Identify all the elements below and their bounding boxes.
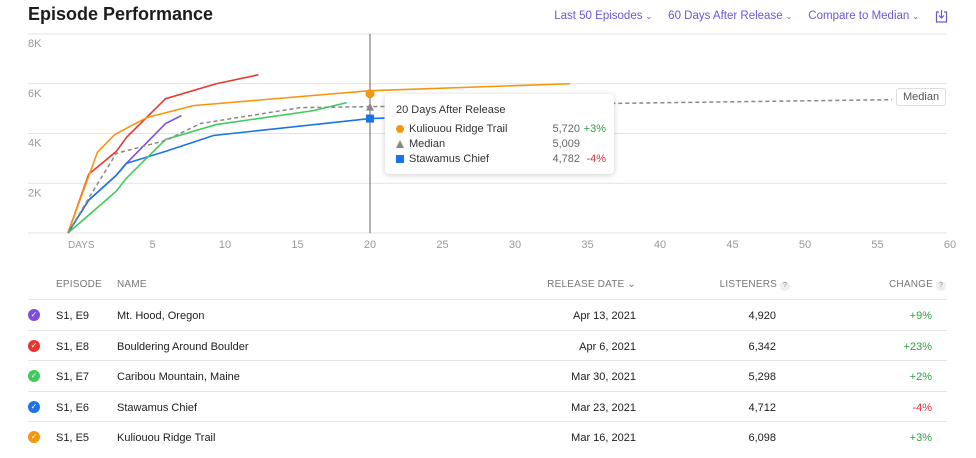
- tooltip-row: Kuliouou Ridge Trail 5,720 +3%: [396, 123, 606, 137]
- hover-marker-square: [366, 114, 374, 123]
- hover-marker-triangle: [366, 102, 374, 111]
- triangle-icon: [396, 140, 404, 148]
- series-line-stawamus-chief: [67, 117, 385, 234]
- x-axis-label: DAYS: [68, 240, 95, 251]
- change: +2%: [909, 371, 932, 384]
- col-name: NAME: [117, 279, 147, 290]
- compare-filter[interactable]: Compare to Median ⌄: [808, 10, 919, 22]
- tooltip-title: 20 Days After Release: [396, 104, 506, 116]
- col-release-date[interactable]: RELEASE DATE ⌄: [547, 279, 636, 290]
- col-listeners-label: LISTENERS: [719, 279, 777, 290]
- median-tag: Median: [896, 88, 947, 106]
- episode-number: S1, E5: [56, 432, 90, 445]
- x-tick-label: 5: [149, 239, 155, 251]
- table-row[interactable]: ✓ S1, E7 Caribou Mountain, Maine Mar 30,…: [28, 360, 947, 391]
- x-tick-label: 35: [581, 239, 593, 251]
- release-date: Mar 23, 2021: [571, 401, 636, 414]
- change: +3%: [909, 432, 932, 445]
- checkbox-checked-icon[interactable]: ✓: [28, 339, 40, 352]
- x-tick-label: 50: [799, 239, 811, 251]
- release-date: Apr 13, 2021: [573, 310, 636, 322]
- release-date: Apr 6, 2021: [579, 340, 636, 353]
- listeners: 4,920: [748, 310, 776, 322]
- x-tick-label: 20: [364, 239, 376, 251]
- episode-name: Mt. Hood, Oregon: [117, 310, 205, 322]
- episode-name: Kuliouou Ridge Trail: [117, 432, 216, 445]
- listeners: 4,712: [748, 401, 776, 414]
- x-tick-label: 10: [219, 239, 231, 251]
- col-release-label: RELEASE DATE: [547, 279, 625, 290]
- checkbox-checked-icon[interactable]: ✓: [28, 309, 40, 321]
- help-icon[interactable]: ?: [780, 281, 790, 291]
- days-filter[interactable]: 60 Days After Release ⌄: [668, 10, 792, 22]
- release-date: Mar 30, 2021: [571, 371, 636, 384]
- change: -4%: [912, 401, 932, 414]
- episode-number: S1, E9: [56, 310, 90, 322]
- x-tick-label: 15: [291, 239, 303, 251]
- change: +9%: [909, 310, 932, 322]
- days-filter-label: 60 Days After Release: [668, 10, 783, 22]
- tooltip-row: Stawamus Chief 4,782 -4%: [396, 153, 606, 167]
- x-tick-label: 25: [436, 239, 448, 251]
- col-episode: EPISODE: [56, 279, 102, 290]
- chevron-down-icon: ⌄: [785, 11, 793, 21]
- tooltip-name: Median: [409, 138, 446, 150]
- chart-controls: Last 50 Episodes ⌄ 60 Days After Release ⌄…: [554, 9, 948, 23]
- col-change-label: CHANGE: [889, 279, 933, 290]
- tooltip-value: 4,782: [552, 153, 580, 165]
- help-icon[interactable]: ?: [936, 281, 946, 291]
- table-row[interactable]: ✓ S1, E5 Kuliouou Ridge Trail Mar 16, 20…: [28, 421, 947, 452]
- y-tick-label: 8K: [28, 38, 42, 50]
- tooltip-change: -4%: [586, 153, 606, 165]
- checkbox-checked-icon[interactable]: ✓: [28, 431, 40, 444]
- tooltip-value: 5,720: [552, 123, 580, 135]
- hover-marker-circle: [365, 89, 375, 99]
- chevron-down-icon: ⌄: [912, 11, 919, 21]
- x-tick-label: 30: [509, 239, 521, 251]
- chevron-down-icon: ⌄: [627, 279, 636, 290]
- table-row[interactable]: ✓ S1, E8 Bouldering Around Boulder Apr 6…: [28, 329, 947, 361]
- tooltip: 20 Days After Release Kuliouou Ridge Tra…: [385, 94, 614, 174]
- episodes-filter[interactable]: Last 50 Episodes ⌄: [554, 10, 652, 22]
- circle-icon: [396, 125, 404, 133]
- tooltip-change: +3%: [583, 123, 606, 135]
- tooltip-name: Kuliouou Ridge Trail: [409, 123, 508, 135]
- series-line-median: [67, 98, 893, 234]
- episode-name: Bouldering Around Boulder: [117, 340, 249, 353]
- col-listeners: LISTENERS?: [720, 279, 790, 291]
- chevron-down-icon: ⌄: [645, 11, 653, 21]
- x-tick-label: 45: [726, 239, 738, 251]
- series-line-caribou-mountain-maine: [67, 101, 347, 234]
- col-change: CHANGE?: [889, 279, 946, 291]
- table-row[interactable]: ✓ S1, E9 Mt. Hood, Oregon Apr 13, 2021 4…: [28, 299, 947, 330]
- episodes-filter-label: Last 50 Episodes: [554, 10, 643, 22]
- listeners: 6,342: [748, 340, 776, 353]
- listeners: 5,298: [748, 371, 776, 384]
- episode-name: Caribou Mountain, Maine: [117, 371, 240, 384]
- x-tick-label: 55: [871, 239, 883, 251]
- download-icon[interactable]: [935, 9, 948, 23]
- release-date: Mar 16, 2021: [571, 432, 636, 445]
- compare-filter-label: Compare to Median: [808, 10, 910, 22]
- episode-name: Stawamus Chief: [117, 401, 198, 414]
- x-tick-label: 40: [654, 239, 666, 251]
- y-tick-label: 2K: [28, 187, 42, 199]
- tooltip-value: 5,009: [552, 138, 580, 150]
- page-title: Episode Performance: [28, 4, 214, 24]
- change: +23%: [903, 340, 932, 353]
- listeners: 6,098: [748, 432, 776, 445]
- y-tick-label: 6K: [28, 88, 42, 100]
- checkbox-checked-icon[interactable]: ✓: [28, 400, 40, 413]
- square-icon: [396, 155, 404, 163]
- table-row[interactable]: ✓ S1, E6 Stawamus Chief Mar 23, 2021 4,7…: [28, 390, 947, 422]
- tooltip-name: Stawamus Chief: [409, 153, 490, 165]
- checkbox-checked-icon[interactable]: ✓: [28, 370, 40, 383]
- line-chart: 2K 4K 6K 8K DAYS 5 10 15 20 25 30 35 40 45 50 55 60: [28, 33, 956, 251]
- episode-number: S1, E8: [56, 340, 90, 353]
- y-tick-label: 4K: [28, 138, 42, 150]
- episode-number: S1, E7: [56, 371, 90, 384]
- episode-number: S1, E6: [56, 401, 90, 414]
- tooltip-row: Median 5,009: [396, 138, 606, 152]
- x-tick-label: 60: [944, 239, 956, 251]
